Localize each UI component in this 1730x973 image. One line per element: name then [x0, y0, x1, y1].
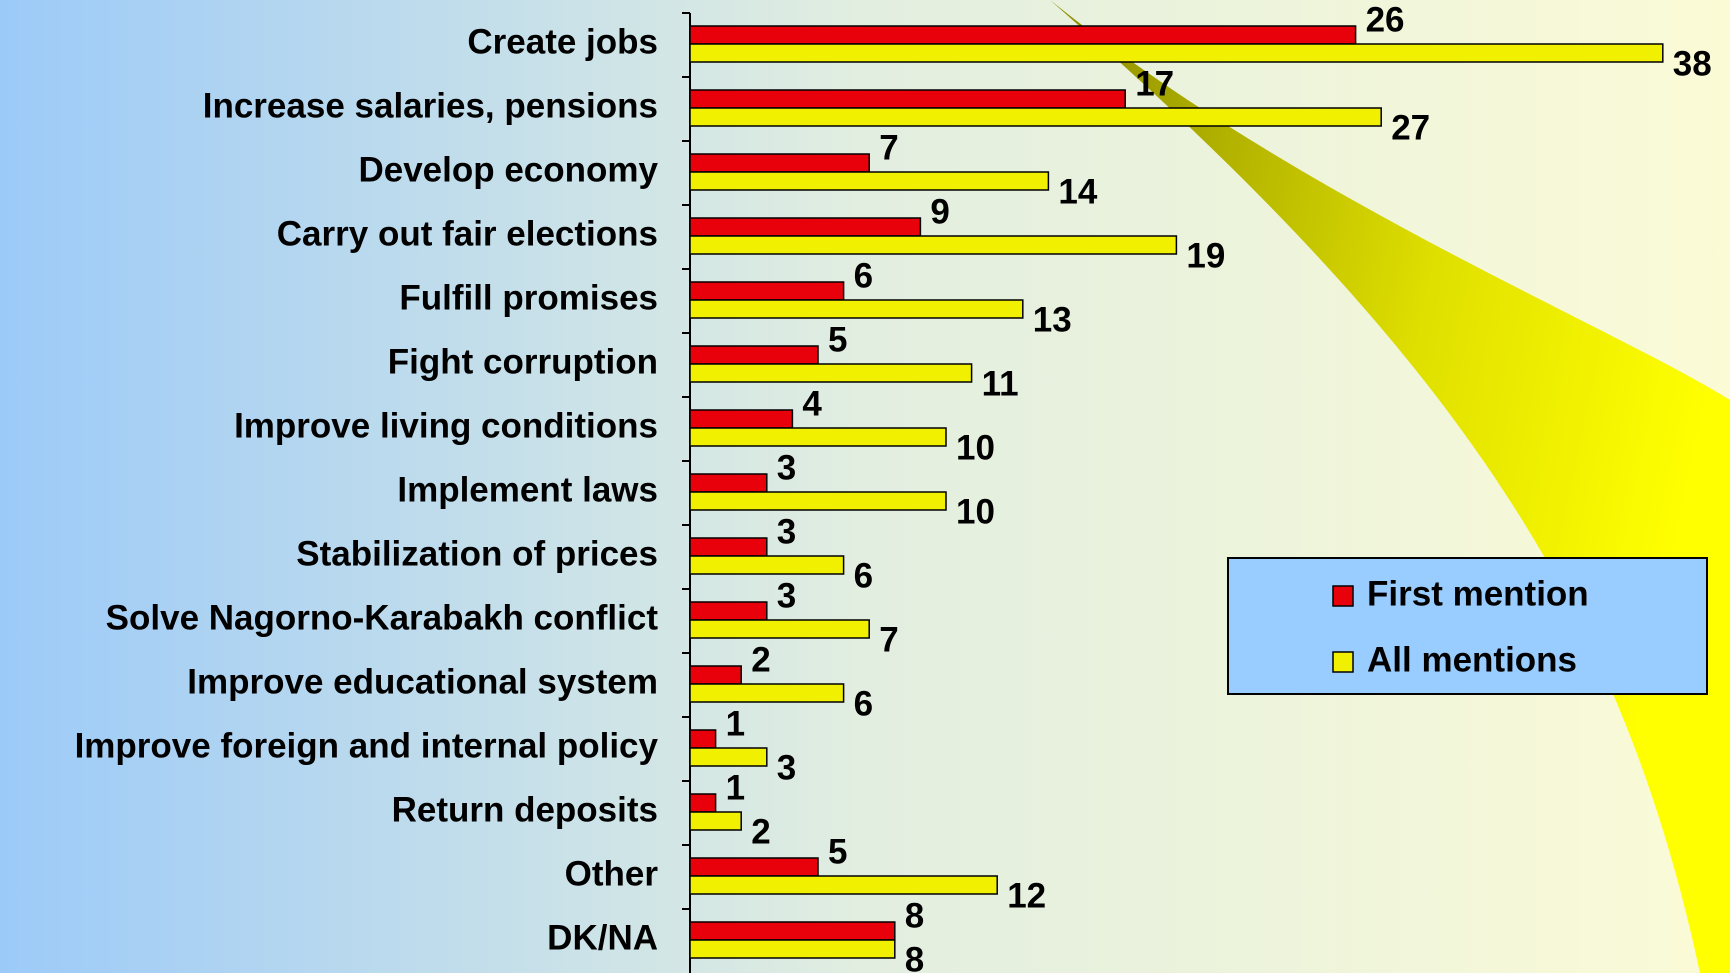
value-label: 8: [905, 940, 924, 973]
bar: [689, 683, 845, 703]
category-label: Improve educational system: [187, 662, 658, 701]
category-label: Carry out fair elections: [277, 214, 658, 253]
value-label: 8: [905, 896, 924, 935]
bar: [689, 281, 845, 301]
value-label: 38: [1673, 44, 1712, 83]
category-label: Return deposits: [392, 790, 658, 829]
bar: [689, 555, 845, 575]
bar: [689, 665, 742, 685]
bar: [689, 409, 794, 429]
bar: [689, 857, 819, 877]
value-label: 5: [828, 320, 847, 359]
bar: [689, 153, 870, 173]
bar: [689, 747, 768, 767]
bar: [689, 217, 922, 237]
bar: [689, 43, 1664, 63]
category-label: Fulfill promises: [399, 278, 658, 317]
legend-swatch: [1332, 651, 1354, 673]
value-label: 1: [726, 704, 745, 743]
value-label: 2: [751, 812, 770, 851]
legend-label: All mentions: [1367, 640, 1577, 679]
value-label: 27: [1391, 108, 1430, 147]
bar: [689, 875, 998, 895]
category-label: Improve foreign and internal policy: [75, 726, 659, 765]
bar: [689, 491, 947, 511]
bar: [689, 171, 1050, 191]
value-label: 6: [854, 556, 873, 595]
value-label: 10: [956, 428, 995, 467]
value-label: 3: [777, 748, 796, 787]
bar: [689, 473, 768, 493]
value-label: 2: [751, 640, 770, 679]
bar: [689, 619, 870, 639]
decor-swoosh: [1050, 0, 1730, 973]
bar: [689, 89, 1126, 109]
bar: [689, 345, 819, 365]
value-label: 6: [854, 684, 873, 723]
value-label: 12: [1007, 876, 1046, 915]
value-label: 7: [879, 620, 898, 659]
category-label: Solve Nagorno-Karabakh conflict: [106, 598, 659, 637]
bar: [689, 107, 1382, 127]
value-label: 1: [726, 768, 745, 807]
value-label: 9: [930, 192, 949, 231]
category-label: Develop economy: [358, 150, 658, 189]
category-label: Increase salaries, pensions: [203, 86, 658, 125]
value-label: 13: [1033, 300, 1072, 339]
bar: [689, 921, 896, 941]
bar: [689, 25, 1357, 45]
value-label: 17: [1135, 64, 1174, 103]
category-label: Implement laws: [397, 470, 658, 509]
bar: [689, 601, 768, 621]
value-label: 3: [777, 576, 796, 615]
value-label: 4: [802, 384, 822, 423]
bar: [689, 363, 973, 383]
legend-box: [1227, 557, 1708, 695]
value-label: 3: [777, 448, 796, 487]
category-label: Fight corruption: [388, 342, 658, 381]
bar: [689, 811, 742, 831]
bar: [689, 793, 717, 813]
category-label: Stabilization of prices: [296, 534, 658, 573]
legend-swatch: [1332, 585, 1354, 607]
legend-label: First mention: [1367, 574, 1589, 613]
category-label: Other: [565, 854, 659, 893]
value-label: 5: [828, 832, 847, 871]
value-label: 3: [777, 512, 796, 551]
bar: [689, 939, 896, 959]
value-label: 10: [956, 492, 995, 531]
bar: [689, 729, 717, 749]
value-label: 26: [1366, 0, 1405, 39]
bar: [689, 427, 947, 447]
value-label: 11: [982, 364, 1019, 403]
category-label: Improve living conditions: [234, 406, 658, 445]
legend: First mention All mentions: [1227, 557, 1708, 695]
value-label: 19: [1186, 236, 1225, 275]
value-label: 14: [1058, 172, 1097, 211]
bar: [689, 235, 1178, 255]
value-label: 6: [854, 256, 873, 295]
value-label: 7: [879, 128, 898, 167]
bar: [689, 537, 768, 557]
category-label: Create jobs: [467, 22, 658, 61]
bar: [689, 299, 1024, 319]
category-label: DK/NA: [547, 918, 658, 957]
